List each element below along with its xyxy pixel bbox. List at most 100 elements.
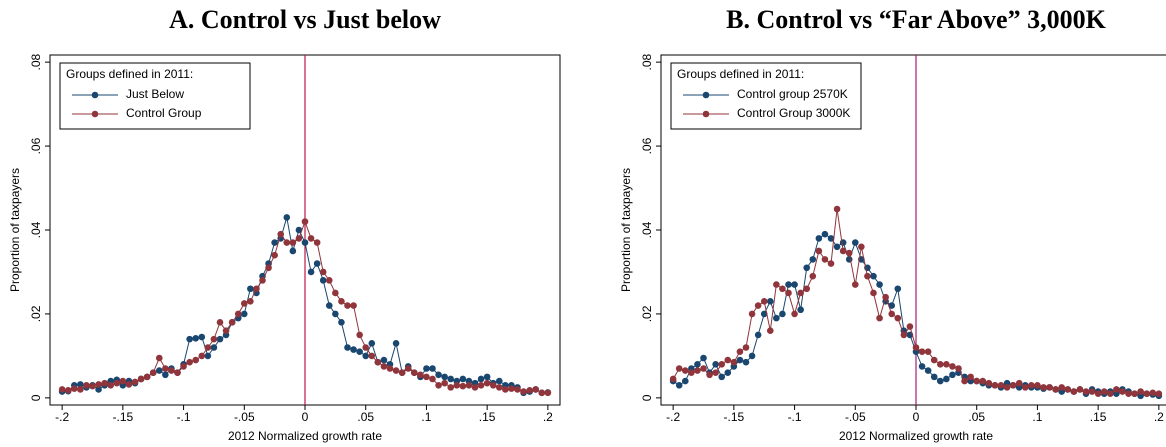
data-point (712, 369, 719, 376)
legend-label: Control group 2570K (737, 87, 848, 101)
data-point (198, 333, 206, 341)
data-point (803, 264, 811, 272)
data-point (1003, 384, 1011, 391)
data-point (495, 384, 503, 391)
data-point (1064, 386, 1072, 393)
data-point (724, 369, 732, 376)
data-point (785, 281, 792, 288)
data-point (265, 264, 272, 272)
legend-marker (702, 110, 710, 118)
data-point (797, 306, 804, 314)
data-point (350, 346, 357, 353)
data-point (216, 335, 224, 343)
data-point (404, 365, 412, 372)
data-point (271, 239, 278, 246)
data-point (538, 389, 546, 397)
y-tick-label: .02 (640, 305, 654, 322)
data-point (1015, 379, 1023, 387)
data-point (882, 293, 889, 301)
data-point (380, 356, 388, 364)
data-point (240, 310, 248, 318)
data-point (712, 360, 719, 368)
x-tick-label: .15 (1090, 410, 1107, 424)
data-point (313, 260, 321, 267)
data-point (277, 230, 285, 238)
data-point (423, 365, 430, 372)
data-point (350, 302, 357, 309)
data-point (876, 314, 883, 322)
data-point (283, 239, 291, 246)
data-point (1106, 390, 1114, 397)
data-point (821, 256, 829, 263)
data-point (1100, 388, 1108, 395)
data-point (70, 385, 78, 392)
data-point (307, 268, 315, 276)
data-point (89, 382, 96, 390)
data-point (471, 384, 479, 391)
legend-label: Control Group 3000K (737, 106, 850, 120)
data-point (681, 377, 689, 385)
data-point (870, 289, 877, 297)
data-point (1088, 388, 1096, 395)
data-point (773, 314, 780, 322)
data-point (918, 348, 926, 356)
data-point (113, 379, 121, 387)
data-point (410, 369, 418, 376)
panel-title: A. Control vs Just below (169, 5, 441, 34)
data-point (924, 367, 932, 374)
data-point (344, 344, 351, 351)
data-point (791, 281, 798, 288)
data-point (247, 298, 254, 305)
data-point (247, 285, 254, 293)
y-tick-label: 0 (29, 394, 43, 401)
data-point (520, 388, 527, 395)
data-point (295, 226, 303, 234)
data-point (924, 348, 932, 356)
data-point (477, 381, 485, 389)
x-tick-label: -.1 (177, 410, 191, 424)
data-point (143, 373, 151, 381)
panel-title: B. Control vs “Far Above” 3,000K (726, 5, 1106, 34)
legend-box (670, 62, 862, 130)
data-point (845, 256, 853, 263)
data-point (1119, 388, 1126, 395)
data-point (398, 369, 406, 376)
data-point (417, 371, 424, 379)
y-tick-label: 0 (640, 394, 654, 401)
x-tick-label: -.2 (666, 410, 680, 424)
y-tick-label: .04 (29, 221, 43, 238)
data-point (1131, 390, 1138, 397)
data-point (748, 352, 756, 360)
data-point (797, 289, 804, 297)
data-point (319, 277, 327, 284)
data-point (204, 344, 212, 351)
data-point (724, 356, 732, 364)
data-point (374, 358, 382, 366)
data-point (362, 352, 370, 360)
legend-label: Just Below (126, 87, 184, 101)
data-point (943, 375, 950, 383)
data-point (180, 363, 187, 370)
x-tick-label: -.15 (724, 410, 745, 424)
data-point (839, 239, 847, 246)
data-point (833, 243, 841, 251)
data-point (435, 371, 442, 379)
data-point (736, 348, 744, 356)
data-point (845, 249, 853, 257)
data-point (441, 379, 448, 387)
data-point (532, 386, 540, 393)
data-point (514, 386, 521, 393)
data-point (742, 344, 750, 351)
data-point (706, 371, 713, 379)
data-point (155, 354, 163, 362)
data-point (186, 335, 193, 343)
data-point (483, 379, 491, 387)
data-point (210, 344, 218, 351)
y-tick-label: .08 (640, 53, 654, 70)
y-tick-label: .08 (29, 53, 43, 70)
data-point (429, 375, 436, 383)
data-point (368, 340, 376, 347)
data-point (174, 369, 181, 376)
x-axis-label: 2012 Normalized growth rate (228, 429, 382, 443)
